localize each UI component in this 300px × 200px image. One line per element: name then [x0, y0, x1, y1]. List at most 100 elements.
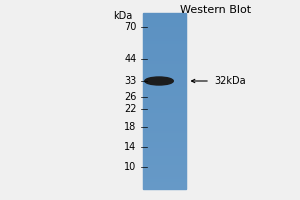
Bar: [142, 162, 186, 163]
Bar: [142, 63, 186, 64]
Bar: [142, 47, 186, 48]
Bar: [142, 100, 186, 101]
Bar: [142, 141, 186, 142]
Bar: [142, 114, 186, 115]
Bar: [142, 28, 186, 29]
Bar: [142, 128, 186, 129]
Bar: [142, 99, 186, 100]
Text: 70: 70: [124, 22, 136, 32]
Bar: [142, 170, 186, 171]
Bar: [142, 87, 186, 88]
Bar: [142, 34, 186, 35]
Bar: [142, 59, 186, 60]
Bar: [142, 164, 186, 165]
Bar: [142, 160, 186, 161]
Bar: [142, 116, 186, 117]
Bar: [142, 167, 186, 168]
Bar: [142, 43, 186, 44]
Bar: [142, 31, 186, 32]
Bar: [142, 175, 186, 176]
Text: 10: 10: [124, 162, 136, 172]
Bar: [142, 38, 186, 39]
Text: 44: 44: [124, 54, 136, 64]
Text: kDa: kDa: [113, 11, 132, 21]
Bar: [142, 48, 186, 49]
Bar: [142, 119, 186, 120]
Bar: [142, 95, 186, 96]
Bar: [142, 77, 186, 78]
Bar: [142, 130, 186, 131]
Bar: [142, 143, 186, 144]
Bar: [142, 96, 186, 97]
Text: 14: 14: [124, 142, 136, 152]
Bar: [142, 36, 186, 37]
Bar: [142, 89, 186, 90]
Bar: [142, 115, 186, 116]
Bar: [142, 117, 186, 118]
Bar: [142, 150, 186, 151]
Bar: [142, 166, 186, 167]
Bar: [142, 61, 186, 62]
Bar: [142, 13, 186, 14]
Bar: [142, 98, 186, 99]
Bar: [142, 20, 186, 21]
Bar: [142, 152, 186, 153]
Bar: [142, 78, 186, 79]
Bar: [142, 66, 186, 67]
Bar: [142, 24, 186, 25]
Bar: [142, 88, 186, 89]
Bar: [142, 156, 186, 157]
Bar: [142, 68, 186, 69]
Bar: [142, 169, 186, 170]
Bar: [142, 82, 186, 83]
Bar: [142, 185, 186, 186]
Bar: [142, 125, 186, 126]
Bar: [142, 40, 186, 41]
Bar: [142, 137, 186, 138]
Bar: [142, 149, 186, 150]
Bar: [142, 134, 186, 135]
Bar: [142, 184, 186, 185]
Bar: [142, 39, 186, 40]
Bar: [142, 69, 186, 70]
Bar: [142, 90, 186, 91]
Bar: [142, 57, 186, 58]
Bar: [142, 159, 186, 160]
Bar: [142, 74, 186, 75]
Bar: [142, 158, 186, 159]
Bar: [142, 32, 186, 33]
Bar: [142, 111, 186, 112]
Bar: [142, 73, 186, 74]
Bar: [142, 71, 186, 72]
Bar: [142, 84, 186, 85]
Bar: [142, 41, 186, 42]
Bar: [142, 181, 186, 182]
Bar: [142, 23, 186, 24]
Text: 33: 33: [124, 76, 136, 86]
Bar: [142, 173, 186, 174]
Bar: [142, 97, 186, 98]
Bar: [142, 86, 186, 87]
Bar: [142, 129, 186, 130]
Bar: [142, 60, 186, 61]
Bar: [142, 142, 186, 143]
Bar: [142, 30, 186, 31]
Text: 18: 18: [124, 122, 136, 132]
Bar: [142, 179, 186, 180]
Bar: [142, 172, 186, 173]
Bar: [142, 187, 186, 188]
Bar: [142, 153, 186, 154]
Bar: [142, 70, 186, 71]
Bar: [142, 67, 186, 68]
Bar: [142, 122, 186, 123]
Text: 22: 22: [124, 104, 136, 114]
Bar: [142, 151, 186, 152]
Bar: [142, 131, 186, 132]
Bar: [142, 65, 186, 66]
Bar: [142, 186, 186, 187]
Bar: [142, 29, 186, 30]
Bar: [142, 54, 186, 55]
Bar: [142, 72, 186, 73]
Bar: [142, 91, 186, 92]
Bar: [142, 168, 186, 169]
